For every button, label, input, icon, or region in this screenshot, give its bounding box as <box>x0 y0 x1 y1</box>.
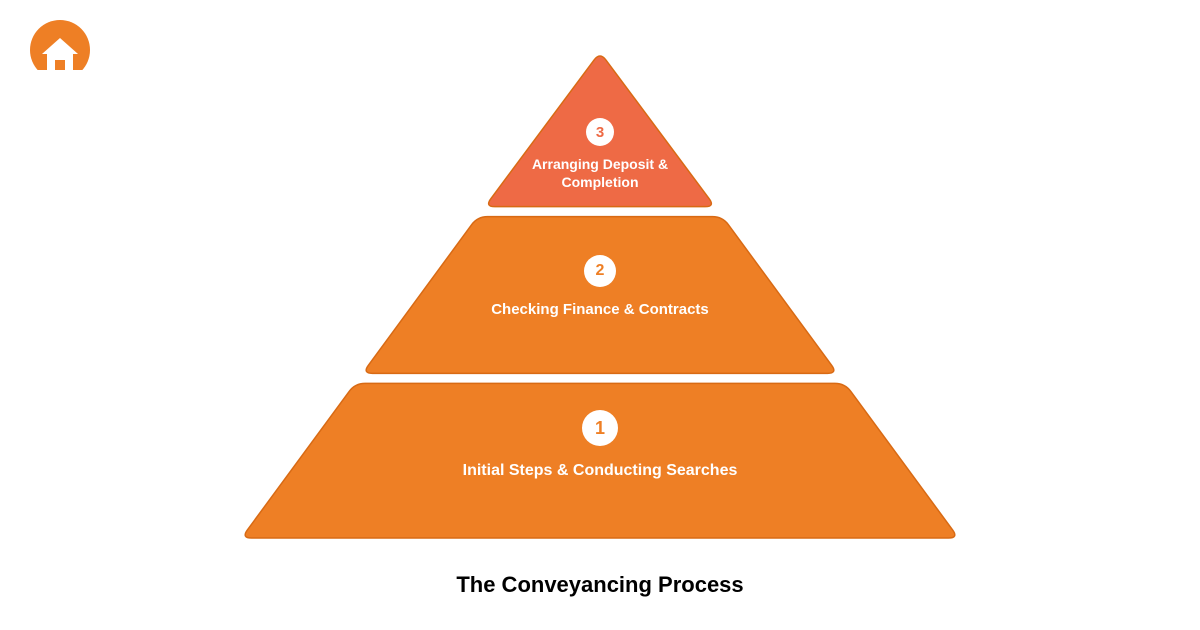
level-3-number: 3 <box>596 124 604 141</box>
level-3-badge: 3 <box>586 118 614 146</box>
level-2-label: Checking Finance & Contracts <box>240 301 960 318</box>
diagram-caption: The Conveyancing Process <box>0 572 1200 598</box>
level-2-badge: 2 <box>584 255 616 287</box>
level-1-badge: 1 <box>582 410 618 446</box>
level-1-label: Initial Steps & Conducting Searches <box>240 462 960 480</box>
level-3-label: Arranging Deposit &Completion <box>240 156 960 191</box>
home-circle-icon <box>28 18 92 82</box>
pyramid-level-2: 2 Checking Finance & Contracts <box>240 255 960 318</box>
level-1-number: 1 <box>595 418 605 439</box>
pyramid-level-3: 3 Arranging Deposit &Completion <box>240 118 960 191</box>
pyramid-level-1: 1 Initial Steps & Conducting Searches <box>240 410 960 480</box>
level-2-number: 2 <box>596 262 605 280</box>
pyramid-diagram: 3 Arranging Deposit &Completion 2 Checki… <box>240 50 960 540</box>
brand-logo <box>28 18 92 87</box>
